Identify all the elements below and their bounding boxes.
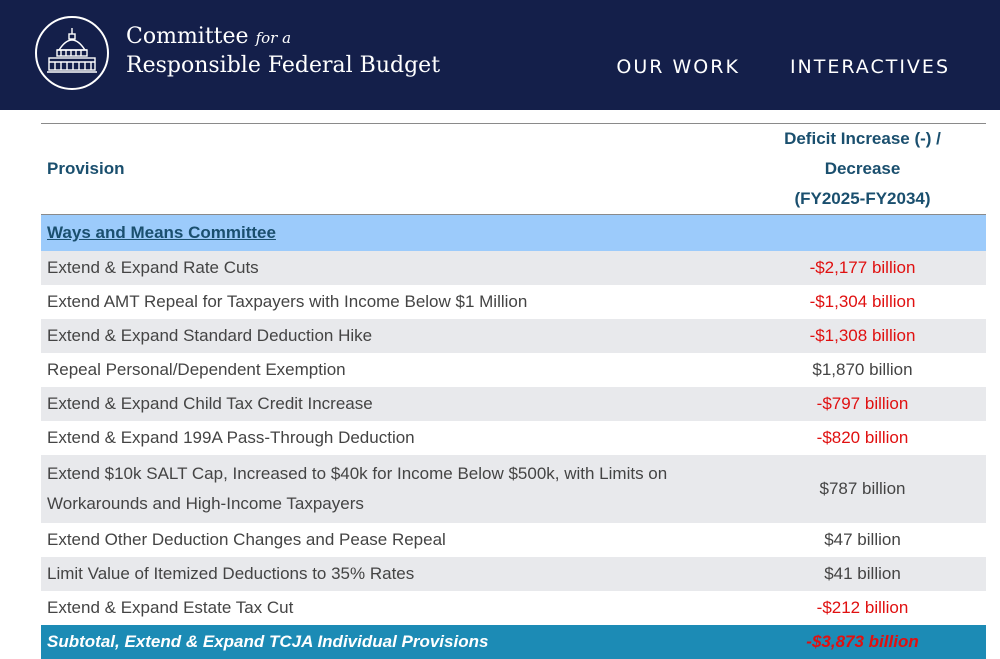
header-deficit-line1: Deficit Increase (-) / Decrease [784,129,941,178]
amount-cell: -$820 billion [739,421,986,455]
section-ways-and-means-link[interactable]: Ways and Means Committee [47,223,276,242]
section-row: Ways and Means Committee [41,214,986,251]
table-row: Extend & Expand Estate Tax Cut -$212 bil… [41,591,986,625]
table-row: Extend $10k SALT Cap, Increased to $40k … [41,455,986,523]
nav-our-work[interactable]: OUR WORK [616,56,740,78]
main-nav: OUR WORK INTERACTIVES [616,55,950,79]
section-cell: Ways and Means Committee [41,214,986,251]
amount-cell: -$1,308 billion [739,319,986,353]
provision-cell: Extend & Expand Child Tax Credit Increas… [41,387,739,421]
provision-cell: Extend & Expand Rate Cuts [41,251,739,285]
amount-cell: $41 billion [739,557,986,591]
provision-cell: Extend Other Deduction Changes and Pease… [41,523,739,557]
header-deficit-line2: (FY2025-FY2034) [794,189,931,208]
logo-for-a: for a [255,29,292,47]
table-header-row: Provision Deficit Increase (-) / Decreas… [41,123,986,215]
table-row: Extend Other Deduction Changes and Pease… [41,523,986,557]
table-row: Extend & Expand Rate Cuts -$2,177 billio… [41,251,986,285]
table-row: Extend & Expand Child Tax Credit Increas… [41,387,986,421]
subtotal-label: Subtotal, Extend & Expand TCJA Individua… [41,625,739,659]
provision-cell: Repeal Personal/Dependent Exemption [41,353,739,387]
provision-cell: Extend & Expand 199A Pass-Through Deduct… [41,421,739,455]
site-logo-text[interactable]: Committee for a Responsible Federal Budg… [126,26,440,77]
table-row: Extend & Expand 199A Pass-Through Deduct… [41,421,986,455]
subtotal-row: Subtotal, Extend & Expand TCJA Individua… [41,625,986,659]
table-row: Extend AMT Repeal for Taxpayers with Inc… [41,285,986,319]
amount-cell: -$2,177 billion [739,251,986,285]
logo-rfb: Responsible Federal Budget [126,53,441,78]
amount-cell: -$1,304 billion [739,285,986,319]
provisions-table: Provision Deficit Increase (-) / Decreas… [41,123,986,659]
provision-cell: Extend & Expand Estate Tax Cut [41,591,739,625]
amount-cell: $47 billion [739,523,986,557]
provisions-table-wrapper: Provision Deficit Increase (-) / Decreas… [41,123,986,659]
site-header: Committee for a Responsible Federal Budg… [0,0,1000,110]
table-row: Limit Value of Itemized Deductions to 35… [41,557,986,591]
header-provision: Provision [41,123,739,215]
capitol-logo-icon[interactable] [35,16,109,90]
header-deficit: Deficit Increase (-) / Decrease (FY2025-… [739,123,986,215]
provision-cell: Extend & Expand Standard Deduction Hike [41,319,739,353]
amount-cell: $1,870 billion [739,353,986,387]
provision-cell: Extend $10k SALT Cap, Increased to $40k … [41,455,739,523]
amount-cell: -$797 billion [739,387,986,421]
nav-interactives[interactable]: INTERACTIVES [789,56,950,78]
amount-cell: -$212 billion [739,591,986,625]
provision-cell: Limit Value of Itemized Deductions to 35… [41,557,739,591]
subtotal-amount: -$3,873 billion [739,625,986,659]
amount-cell: $787 billion [739,455,986,523]
provision-cell: Extend AMT Repeal for Taxpayers with Inc… [41,285,739,319]
table-row: Extend & Expand Standard Deduction Hike … [41,319,986,353]
logo-committee: Committee [126,24,249,49]
table-row: Repeal Personal/Dependent Exemption $1,8… [41,353,986,387]
